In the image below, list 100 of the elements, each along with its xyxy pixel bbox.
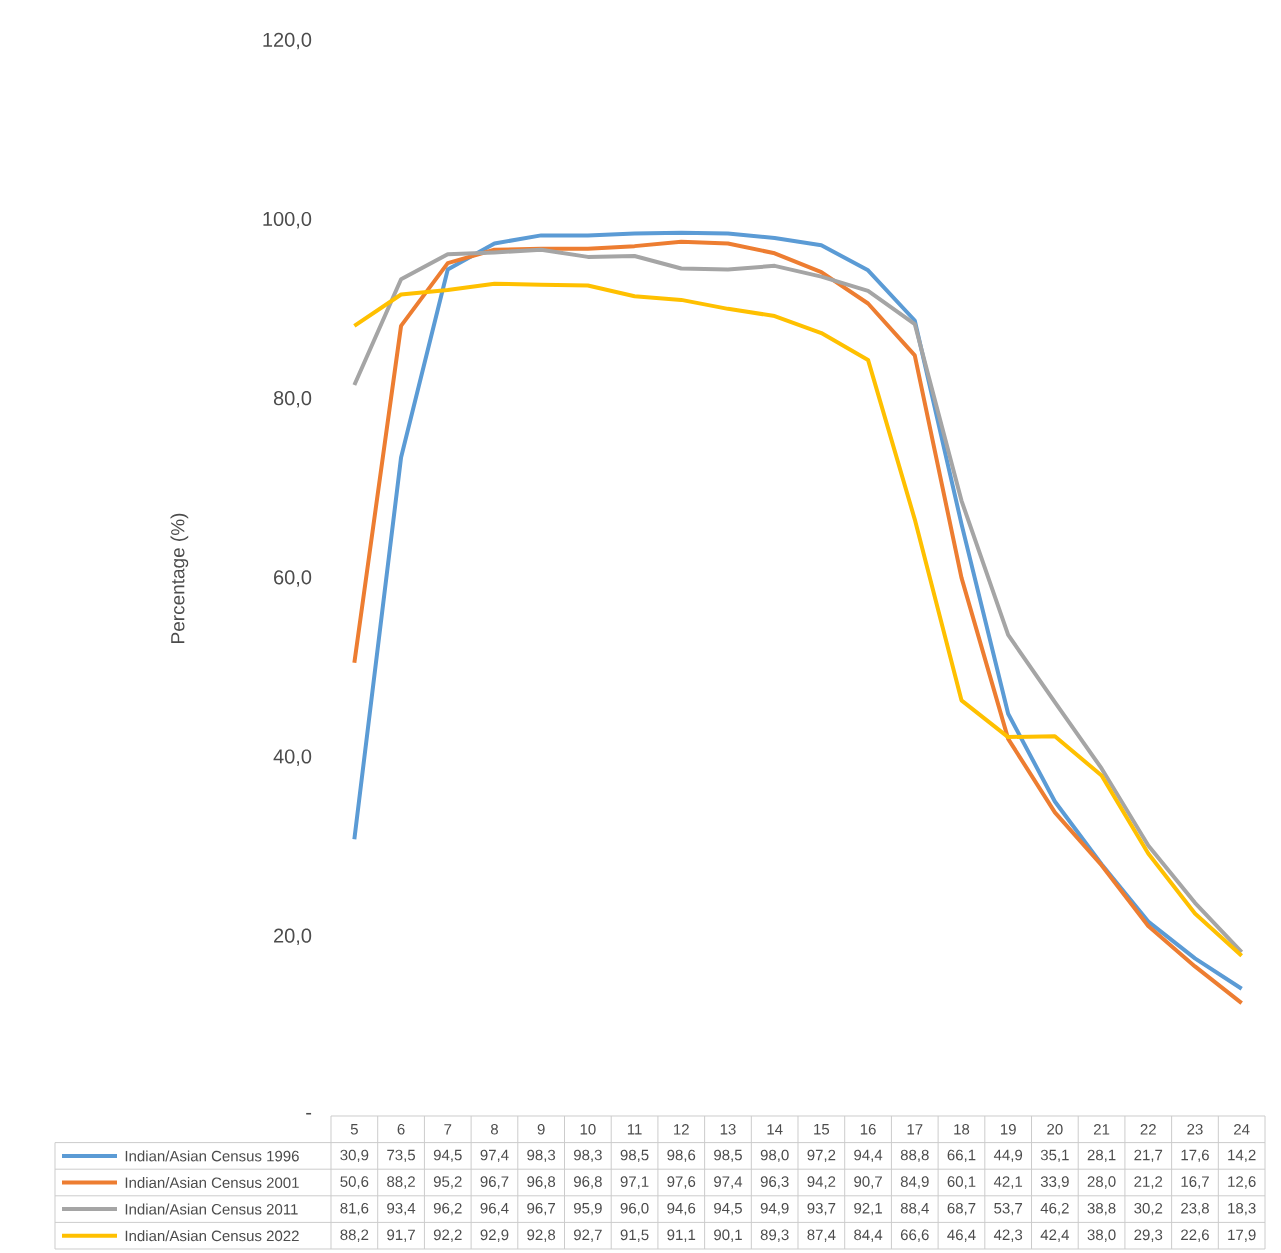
- y-tick-label: 100,0: [263, 211, 312, 229]
- data-label: 96,8: [573, 1176, 602, 1189]
- data-label: 94,5: [714, 1202, 742, 1216]
- data-label: 33,9: [1040, 1176, 1069, 1189]
- data-label: 94,4: [854, 1149, 883, 1163]
- data-label: 21,2: [1134, 1176, 1163, 1189]
- data-label: 97,2: [807, 1149, 836, 1163]
- y-tick-label: 120,0: [263, 32, 312, 50]
- data-label: 88,4: [900, 1202, 929, 1216]
- data-label: 42,4: [1040, 1229, 1070, 1242]
- y-tick-label: 40,0: [273, 749, 312, 766]
- x-tick-label: 18: [954, 1123, 970, 1135]
- data-label: 98,0: [760, 1149, 789, 1163]
- data-label: 84,9: [900, 1176, 929, 1189]
- data-label: 42,1: [993, 1176, 1023, 1189]
- data-label: 87,4: [807, 1229, 836, 1242]
- data-label: 42,3: [993, 1229, 1023, 1242]
- y-tick-label: -: [306, 1112, 312, 1115]
- data-label: 98,5: [620, 1149, 649, 1163]
- data-label: 28,1: [1087, 1149, 1116, 1163]
- data-label: 18,3: [1228, 1202, 1256, 1216]
- x-tick-label: 20: [1047, 1123, 1063, 1135]
- data-label: 22,6: [1181, 1229, 1209, 1242]
- data-label: 30,9: [340, 1149, 369, 1163]
- x-tick-label: 22: [1140, 1124, 1156, 1135]
- data-label: 38,8: [1087, 1202, 1116, 1216]
- x-tick-label: 24: [1234, 1124, 1250, 1135]
- data-label: 97,4: [480, 1149, 509, 1163]
- data-label: 12,6: [1228, 1176, 1256, 1189]
- data-label: 91,7: [387, 1229, 415, 1242]
- data-label: 92,2: [433, 1229, 462, 1242]
- data-label: 96,7: [480, 1176, 509, 1189]
- data-label: 88,8: [900, 1149, 929, 1163]
- data-label: 38,0: [1087, 1229, 1116, 1242]
- x-tick-label: 10: [580, 1123, 596, 1135]
- data-label: 95,9: [573, 1202, 602, 1216]
- data-label: 90,1: [714, 1229, 742, 1242]
- data-label: 91,5: [620, 1229, 649, 1242]
- x-tick-label: 12: [674, 1124, 689, 1135]
- data-label: 44,9: [993, 1149, 1023, 1163]
- data-label: 94,9: [760, 1202, 789, 1216]
- data-label: 28,0: [1087, 1176, 1116, 1189]
- data-label: 92,7: [573, 1229, 602, 1242]
- data-label: 30,2: [1134, 1202, 1163, 1216]
- data-label: 17,9: [1228, 1229, 1256, 1242]
- x-tick-label: 5: [350, 1124, 358, 1135]
- data-label: 88,2: [387, 1176, 415, 1189]
- data-label: 93,4: [387, 1202, 416, 1216]
- data-label: 97,4: [714, 1176, 743, 1189]
- data-label: 95,2: [433, 1176, 462, 1189]
- data-label: 96,7: [527, 1202, 555, 1216]
- data-label: 96,0: [620, 1202, 649, 1216]
- data-label: 66,1: [947, 1149, 976, 1163]
- data-label: 16,7: [1181, 1176, 1209, 1189]
- data-label: 29,3: [1134, 1229, 1163, 1242]
- y-tick-label: 80,0: [273, 391, 312, 408]
- data-label: 53,7: [994, 1202, 1023, 1216]
- data-label: 68,7: [947, 1202, 976, 1216]
- x-tick-label: 9: [537, 1123, 545, 1135]
- data-label: 98,6: [667, 1149, 696, 1163]
- data-label: 60,1: [947, 1176, 976, 1189]
- y-tick-label: 20,0: [274, 928, 312, 946]
- data-label: 98,3: [573, 1149, 602, 1163]
- data-label: 66,6: [900, 1229, 929, 1242]
- data-label: 14,2: [1228, 1149, 1256, 1163]
- y-axis-title: Percentage (%): [170, 513, 189, 643]
- data-label: 98,5: [714, 1149, 742, 1163]
- x-tick-label: 17: [907, 1124, 923, 1135]
- data-label: 21,7: [1134, 1149, 1163, 1163]
- data-label: 91,1: [667, 1229, 696, 1242]
- data-label: 96,4: [480, 1202, 509, 1216]
- data-label: 97,6: [667, 1176, 696, 1189]
- x-tick-label: 8: [490, 1123, 498, 1135]
- x-tick-label: 7: [444, 1124, 452, 1135]
- data-label: 46,4: [947, 1229, 976, 1242]
- x-tick-label: 6: [397, 1123, 405, 1135]
- legend-label: Indian/Asian Census 2001: [125, 1176, 299, 1189]
- x-tick-label: 14: [767, 1124, 783, 1135]
- x-tick-label: 19: [1000, 1123, 1016, 1135]
- x-tick-label: 11: [627, 1124, 642, 1135]
- data-label: 17,6: [1181, 1149, 1209, 1163]
- legend-label: Indian/Asian Census 2022: [125, 1230, 299, 1242]
- data-label: 94,2: [807, 1176, 836, 1189]
- data-label: 92,1: [854, 1202, 882, 1216]
- data-label: 93,7: [807, 1202, 836, 1216]
- data-label: 96,2: [433, 1202, 462, 1216]
- data-label: 96,3: [760, 1176, 789, 1189]
- data-label: 88,2: [340, 1229, 369, 1242]
- data-label: 73,5: [387, 1149, 416, 1163]
- data-label: 89,3: [760, 1229, 789, 1242]
- data-label: 35,1: [1040, 1149, 1069, 1163]
- x-tick-label: 15: [814, 1124, 830, 1135]
- data-label: 46,2: [1040, 1202, 1069, 1216]
- legend-label: Indian/Asian Census 2011: [125, 1203, 298, 1215]
- data-label: 94,6: [667, 1202, 696, 1216]
- data-label: 98,3: [527, 1149, 556, 1163]
- x-tick-label: 23: [1187, 1123, 1203, 1135]
- data-label: 96,8: [527, 1176, 556, 1189]
- data-label: 23,8: [1181, 1202, 1209, 1216]
- data-label: 84,4: [854, 1229, 883, 1242]
